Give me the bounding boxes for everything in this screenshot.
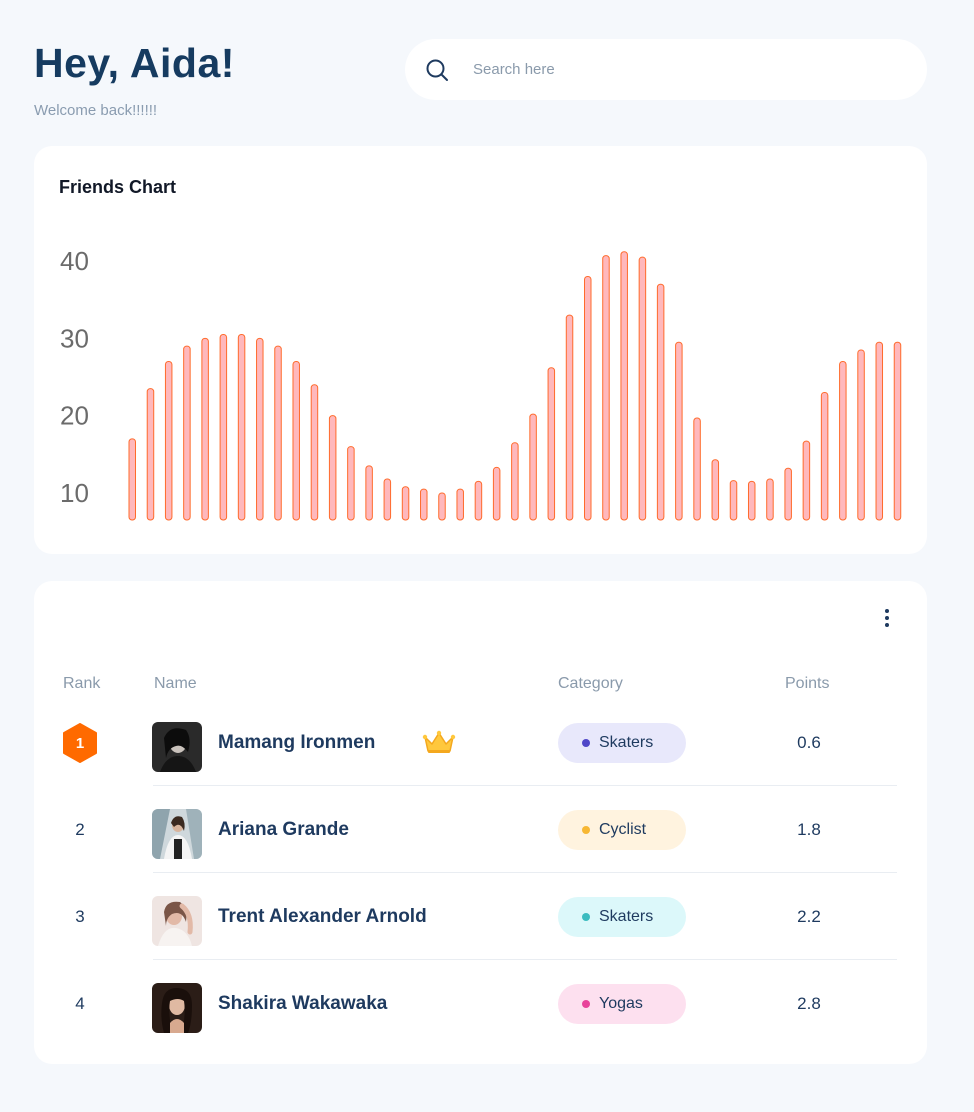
chart-bar[interactable] [328, 415, 337, 521]
chart-bar[interactable] [237, 333, 246, 521]
search-input[interactable] [473, 61, 873, 78]
category-label: Cyclist [599, 821, 647, 838]
chart-bar[interactable] [620, 251, 628, 521]
row-divider [153, 959, 897, 960]
avatar [152, 722, 202, 772]
chart-bar[interactable] [292, 361, 300, 521]
chart-bar[interactable] [711, 459, 720, 521]
chart-bar[interactable] [146, 388, 155, 521]
rank-number: 2 [75, 819, 85, 839]
chart-bar[interactable] [693, 417, 701, 521]
chart-bar[interactable] [401, 486, 410, 521]
chart-bar[interactable] [547, 367, 556, 521]
y-tick-label: 20 [60, 401, 89, 431]
chart-bar[interactable] [802, 440, 811, 521]
chart-bar[interactable] [893, 341, 902, 521]
chart-bar[interactable] [383, 478, 392, 521]
chart-bar[interactable] [365, 465, 373, 521]
chart-bar[interactable] [420, 488, 428, 521]
chart-bar[interactable] [438, 492, 446, 521]
player-name[interactable]: Mamang Ironmen [218, 731, 376, 753]
greeting-block: Hey, Aida! Welcome back!!!!!! [34, 40, 235, 119]
category-pill: Skaters [558, 897, 686, 937]
category-label: Skaters [599, 734, 654, 751]
header-name[interactable]: Name [154, 675, 197, 692]
friends-bar-chart: 10 20 30 40 [60, 246, 902, 521]
table-row[interactable]: 2 Ariana Grande Cyclist 1.8 [34, 786, 927, 873]
chart-bar[interactable] [310, 384, 319, 521]
chart-bar[interactable] [729, 480, 738, 521]
category-dot [582, 913, 590, 921]
points-value: 2.2 [797, 906, 821, 926]
category-pill: Yogas [558, 984, 686, 1024]
header-category[interactable]: Category [558, 675, 623, 692]
y-tick-label: 10 [60, 478, 89, 508]
player-name[interactable]: Trent Alexander Arnold [218, 905, 427, 927]
avatar [152, 896, 202, 946]
chart-bar[interactable] [857, 349, 865, 521]
avatar [152, 983, 202, 1033]
chart-title: Friends Chart [59, 177, 177, 197]
welcome-subtitle: Welcome back!!!!!! [34, 102, 158, 119]
chart-bar[interactable] [164, 361, 173, 521]
chart-bar[interactable] [511, 442, 519, 521]
category-label: Skaters [599, 908, 654, 925]
chart-bar[interactable] [565, 314, 574, 521]
header-points[interactable]: Points [785, 675, 830, 692]
y-tick-label: 40 [60, 246, 89, 276]
leaderboard-card: Rank Name Category Points 1 Mamang Ironm… [34, 581, 927, 1064]
category-dot [582, 739, 590, 747]
more-vertical-icon[interactable] [877, 605, 897, 631]
category-pill: Skaters [558, 723, 686, 763]
category-label: Yogas [599, 995, 643, 1012]
chart-bar[interactable] [128, 438, 136, 521]
category-dot [582, 1000, 590, 1008]
chart-bar[interactable] [784, 467, 792, 521]
chart-bar[interactable] [529, 413, 537, 521]
rank-number: 4 [75, 993, 85, 1013]
chart-bar[interactable] [638, 256, 647, 521]
rank-number: 1 [75, 734, 85, 752]
player-name[interactable]: Ariana Grande [218, 818, 349, 840]
player-name[interactable]: Shakira Wakawaka [218, 992, 388, 1014]
chart-bar[interactable] [602, 255, 610, 521]
table-row[interactable]: 1 Mamang Ironmen Skaters 0.6 [34, 699, 927, 786]
chart-bar[interactable] [839, 361, 847, 521]
category-dot [582, 826, 590, 834]
y-tick-label: 30 [60, 323, 89, 353]
header-rank[interactable]: Rank [63, 675, 101, 692]
chart-bar[interactable] [456, 488, 464, 521]
chart-bar[interactable] [183, 345, 191, 521]
table-row[interactable]: 3 Trent Alexander Arnold Skaters 2.2 [34, 873, 927, 960]
chart-bar[interactable] [274, 345, 282, 521]
chart-bar[interactable] [875, 341, 884, 521]
chart-bar[interactable] [492, 466, 501, 521]
chart-bar[interactable] [474, 480, 483, 521]
avatar [152, 809, 202, 859]
search-icon[interactable] [425, 58, 449, 82]
chart-bar[interactable] [820, 391, 829, 521]
points-value: 0.6 [797, 732, 821, 752]
chart-bar[interactable] [766, 478, 774, 521]
search-bar[interactable] [405, 39, 927, 100]
chart-bar[interactable] [219, 333, 228, 521]
row-divider [153, 872, 897, 873]
chart-bar[interactable] [584, 276, 592, 521]
chart-bar[interactable] [656, 283, 665, 521]
table-row[interactable]: 4 Shakira Wakawaka Yogas 2.8 [34, 960, 927, 1047]
page-title: Hey, Aida! [34, 40, 235, 86]
chart-bar[interactable] [675, 341, 683, 521]
chart-bar[interactable] [347, 446, 355, 521]
chart-bar[interactable] [747, 480, 756, 521]
points-value: 1.8 [797, 819, 821, 839]
rank-badge: 1 [62, 723, 98, 763]
points-value: 2.8 [797, 993, 821, 1013]
rank-number: 3 [75, 906, 85, 926]
chart-bar[interactable] [201, 337, 209, 521]
category-pill: Cyclist [558, 810, 686, 850]
crown-icon [422, 729, 456, 760]
chart-bar[interactable] [256, 337, 264, 521]
friends-chart-card: Friends Chart 10 20 30 40 [34, 146, 927, 554]
row-divider [153, 785, 897, 786]
